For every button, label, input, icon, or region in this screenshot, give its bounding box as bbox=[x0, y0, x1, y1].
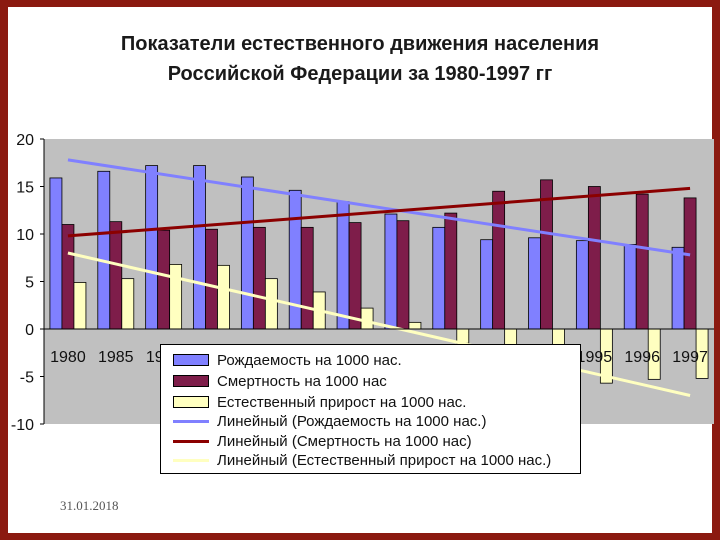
legend-swatch-births bbox=[173, 354, 209, 366]
x-tick-label-1980: 1980 bbox=[50, 349, 86, 366]
bar-births-1997 bbox=[671, 246, 685, 330]
legend-label-trend-deaths: Линейный (Смертность на 1000 нас) bbox=[217, 432, 472, 450]
legend-line-trend-growth bbox=[173, 458, 209, 462]
y-tick-label--5: -5 bbox=[20, 370, 34, 387]
bar-deaths-1995 bbox=[587, 186, 601, 330]
bar-deaths-1992 bbox=[444, 212, 458, 330]
legend-item-deaths: Смертность на 1000 нас bbox=[173, 372, 387, 390]
y-tick-label-20: 20 bbox=[16, 132, 34, 149]
bar-deaths-1997 bbox=[683, 197, 697, 330]
bar-births-1987 bbox=[193, 165, 206, 330]
chart-title-line1: Показатели естественного движения населе… bbox=[120, 33, 600, 55]
legend-label-trend-births: Линейный (Рождаемость на 1000 нас.) bbox=[217, 412, 487, 430]
bar-births-1992 bbox=[432, 226, 446, 330]
bar-growth-1991 bbox=[408, 321, 422, 330]
legend-item-trend-births: Линейный (Рождаемость на 1000 нас.) bbox=[173, 412, 486, 430]
slide-date: 31.01.2018 bbox=[60, 498, 119, 513]
bar-deaths-1993 bbox=[492, 190, 506, 330]
bar-growth-1988 bbox=[264, 278, 278, 330]
bar-births-1985 bbox=[97, 170, 111, 330]
bar-births-1991 bbox=[384, 213, 398, 330]
y-tick-label-5: 5 bbox=[25, 275, 34, 292]
bar-deaths-1991 bbox=[396, 220, 410, 330]
legend-item-trend-deaths: Линейный (Смертность на 1000 нас) bbox=[173, 432, 472, 450]
bar-deaths-1980 bbox=[61, 224, 75, 330]
y-tick-label-0: 0 bbox=[25, 322, 34, 339]
legend-label-growth: Естественный прирост на 1000 нас. bbox=[217, 393, 467, 411]
bar-growth-1980 bbox=[73, 282, 87, 330]
bar-deaths-1996 bbox=[635, 193, 649, 330]
legend-label-trend-growth: Линейный (Естественный прирост на 1000 н… bbox=[217, 451, 552, 469]
trendline-births bbox=[67, 158, 691, 257]
legend: Рождаемость на 1000 нас. Смертность на 1… bbox=[160, 344, 581, 474]
legend-item-births: Рождаемость на 1000 нас. bbox=[173, 351, 402, 369]
chart-title-line2: Российской Федерации за 1980-1997 гг bbox=[167, 63, 553, 85]
bar-births-1988 bbox=[240, 176, 254, 330]
legend-swatch-growth bbox=[173, 396, 209, 408]
bar-births-1995 bbox=[575, 240, 589, 330]
bar-deaths-1987 bbox=[205, 228, 218, 330]
legend-label-births: Рождаемость на 1000 нас. bbox=[217, 351, 402, 369]
bar-deaths-1986 bbox=[157, 229, 171, 330]
bar-births-1994 bbox=[528, 237, 541, 330]
legend-swatch-deaths bbox=[173, 375, 209, 387]
y-tick-label--10: -10 bbox=[11, 417, 34, 434]
bar-deaths-1994 bbox=[540, 179, 553, 330]
legend-item-trend-growth: Линейный (Естественный прирост на 1000 н… bbox=[173, 451, 551, 469]
bar-growth-1985 bbox=[121, 278, 135, 330]
x-tick-label-1996: 1996 bbox=[624, 349, 660, 366]
bar-growth-1990 bbox=[360, 307, 374, 330]
x-tick-label-1985: 1985 bbox=[98, 349, 134, 366]
y-tick-label-15: 15 bbox=[16, 180, 34, 197]
bar-births-1990 bbox=[336, 201, 350, 330]
legend-line-trend-births bbox=[173, 419, 209, 423]
bar-growth-1986 bbox=[169, 263, 183, 330]
legend-line-trend-deaths bbox=[173, 439, 209, 443]
bar-births-1996 bbox=[623, 244, 637, 330]
bar-deaths-1990 bbox=[348, 222, 362, 330]
trendline-deaths bbox=[67, 186, 691, 238]
bar-births-1989 bbox=[288, 189, 302, 330]
bar-births-1993 bbox=[480, 239, 494, 330]
bar-births-1986 bbox=[145, 165, 159, 330]
legend-item-growth: Естественный прирост на 1000 нас. bbox=[173, 393, 466, 411]
legend-label-deaths: Смертность на 1000 нас bbox=[217, 372, 387, 390]
bar-deaths-1985 bbox=[109, 221, 123, 330]
bar-births-1980 bbox=[49, 177, 63, 330]
bar-deaths-1988 bbox=[252, 226, 266, 330]
x-tick-label-1995: 1995 bbox=[577, 349, 613, 366]
trendline-growth bbox=[67, 251, 691, 397]
x-tick-label-1997: 1997 bbox=[672, 349, 708, 366]
bar-growth-1987 bbox=[217, 264, 230, 330]
y-tick-label-10: 10 bbox=[16, 227, 34, 244]
bar-deaths-1989 bbox=[300, 226, 314, 330]
chart-title: Показатели естественного движения населе… bbox=[8, 29, 712, 89]
